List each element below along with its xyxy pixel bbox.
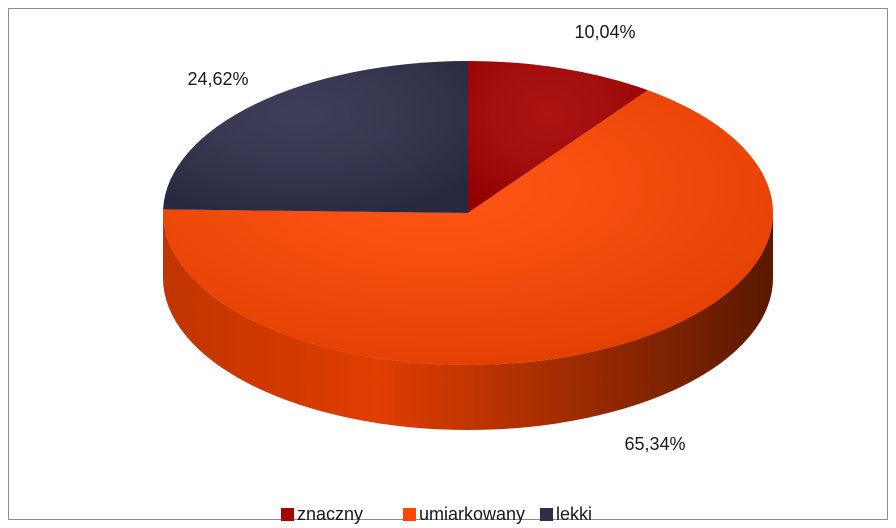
side-shade [163, 213, 773, 430]
legend-label: lekki [556, 504, 592, 524]
legend-label: znaczny [297, 504, 363, 524]
legend-swatch [281, 508, 294, 521]
slice-shine [468, 61, 648, 213]
slice-shine [163, 90, 773, 366]
slice-shine [163, 61, 469, 213]
data-label: 24,62% [187, 69, 248, 89]
data-label: 65,34% [624, 434, 685, 454]
legend-swatch [540, 508, 553, 521]
data-label: 10,04% [574, 22, 635, 42]
legend-label: umiarkowany [419, 504, 525, 524]
legend-swatch [403, 508, 416, 521]
